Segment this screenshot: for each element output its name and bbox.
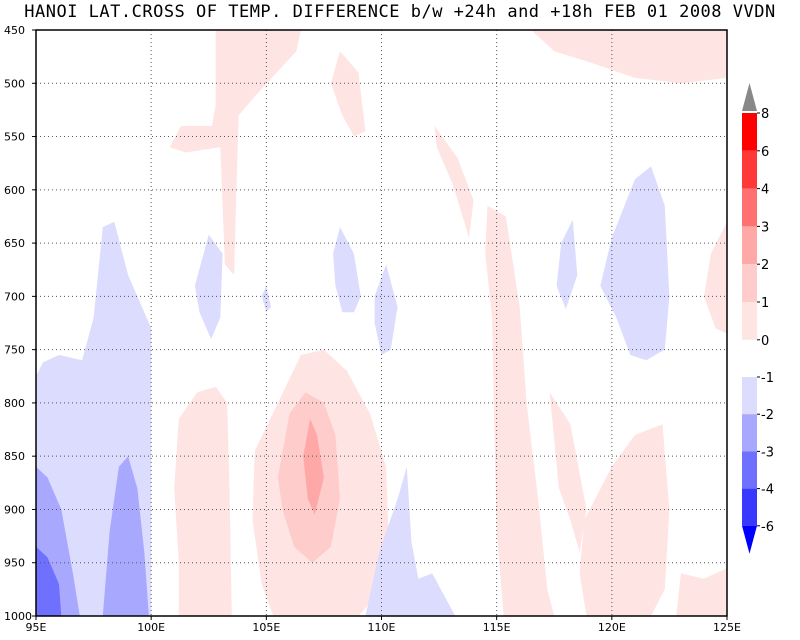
y-tick-label: 750 (4, 344, 25, 357)
x-tick-label: 115E (483, 621, 511, 634)
y-tick-label: 500 (4, 77, 25, 90)
x-axis: 95E 100E 105E 110E 115E 120E 125E (26, 616, 741, 634)
region-pos-10 (676, 568, 727, 616)
colorbar-neg-box (742, 488, 757, 526)
x-tick-label: 125E (713, 621, 741, 634)
region-neg-18 (374, 264, 398, 355)
region-pos-9 (579, 424, 670, 616)
region-pos-0 (211, 30, 301, 276)
colorbar-neg-box (742, 377, 757, 415)
colorbar-pos-label: 1 (761, 296, 769, 311)
region-pos-8 (549, 392, 587, 553)
colorbar-pos-label: 6 (761, 145, 769, 160)
y-tick-label: 450 (4, 24, 25, 37)
region-pos-6 (174, 386, 232, 616)
region-pos-1 (169, 125, 221, 153)
region-neg-19 (365, 466, 456, 616)
x-tick-label: 100E (137, 621, 165, 634)
y-axis: 450 500 550 600 650 700 750 800 850 900 950 1000 (4, 24, 36, 623)
colorbar-pos-box (742, 113, 757, 151)
colorbar-pos-label: 4 (761, 183, 769, 198)
colorbar-pos-box (742, 188, 757, 227)
colorbar-min-arrow (742, 525, 757, 554)
y-tick-label: 800 (4, 397, 25, 410)
region-neg-24 (36, 546, 62, 616)
y-tick-label: 700 (4, 290, 25, 303)
colorbar: 8 6 4 3 2 1 0 -1 -2 -3 -4 -6 (742, 83, 774, 554)
y-tick-label: 1000 (4, 610, 32, 623)
x-tick-label: 110E (368, 621, 396, 634)
region-neg-21 (600, 166, 670, 361)
colorbar-max-arrow (742, 83, 757, 111)
region-neg-20 (556, 219, 578, 310)
region-pos-3 (434, 125, 474, 238)
colorbar-pos-label: 8 (761, 107, 769, 122)
y-tick-label: 850 (4, 450, 25, 463)
region-pos-11 (704, 221, 727, 334)
colorbar-neg-label: -6 (761, 520, 774, 535)
region-neg-15 (194, 234, 223, 339)
colorbar-pos-label: 2 (761, 258, 769, 273)
colorbar-pos-box (742, 226, 757, 265)
x-tick-label: 120E (598, 621, 626, 634)
y-tick-label: 550 (4, 131, 25, 144)
colorbar-neg-label: -1 (761, 371, 774, 386)
shaded-regions (36, 30, 727, 616)
colorbar-neg-label: -2 (761, 408, 774, 423)
y-tick-label: 650 (4, 237, 25, 250)
y-tick-label: 900 (4, 503, 25, 516)
x-tick-label: 95E (26, 621, 47, 634)
colorbar-pos-box (742, 302, 757, 340)
colorbar-pos-label: 3 (761, 220, 769, 235)
region-pos-13 (303, 418, 324, 515)
grid-lines (36, 30, 727, 616)
colorbar-pos-label: 0 (761, 334, 769, 349)
colorbar-pos-box (742, 264, 757, 302)
chart-title: HANOI LAT.CROSS OF TEMP. DIFFERENCE b/w … (24, 2, 776, 22)
colorbar-neg-box (742, 451, 757, 489)
colorbar-pos-box (742, 150, 757, 189)
region-pos-2 (330, 51, 366, 137)
region-neg-23 (102, 456, 149, 616)
colorbar-neg-label: -4 (761, 483, 774, 498)
y-tick-label: 950 (4, 557, 25, 570)
x-tick-label: 105E (252, 621, 280, 634)
colorbar-neg-label: -3 (761, 445, 774, 460)
region-pos-4 (531, 30, 727, 84)
region-pos-7 (485, 205, 555, 616)
region-neg-17 (333, 227, 361, 313)
region-neg-16 (261, 285, 271, 313)
y-tick-label: 600 (4, 184, 25, 197)
colorbar-neg-box (742, 414, 757, 452)
